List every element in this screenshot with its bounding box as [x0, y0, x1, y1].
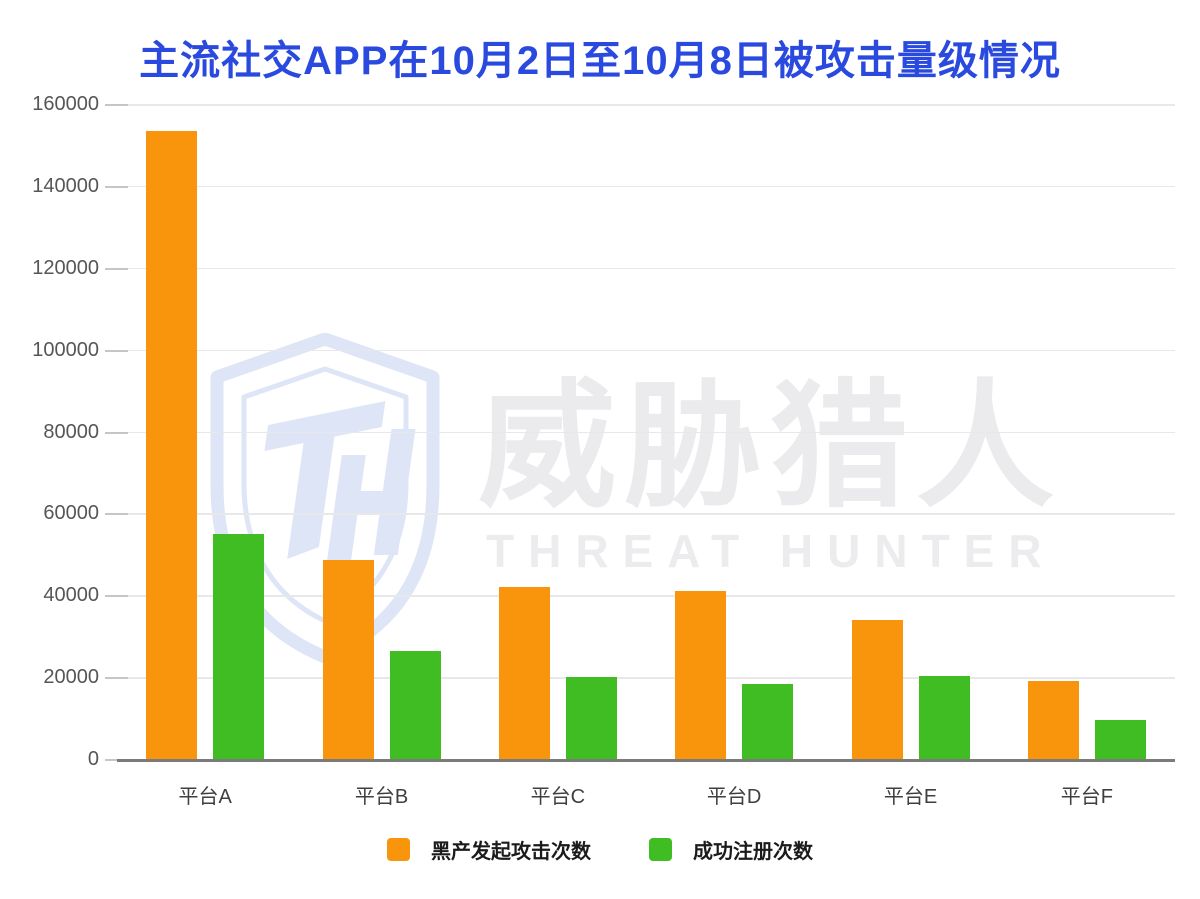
- y-tick-100000: [105, 349, 128, 352]
- bar-series2-cat6: [1094, 720, 1146, 759]
- x-axis-label-6: 平台F: [1060, 786, 1113, 808]
- x-axis-label-1: 平台A: [178, 786, 232, 808]
- y-axis-label-80000: 80000: [43, 420, 99, 443]
- legend-label-registration-count: 成功注册次数: [693, 841, 813, 863]
- gridline-160000: [117, 104, 1175, 106]
- chart-title: 主流社交APP在10月2日至10月8日被攻击量级情况: [139, 39, 1061, 83]
- gridline-120000: [117, 267, 1175, 270]
- bar-series2-cat1: [213, 533, 265, 759]
- bar-series1-cat3: [498, 587, 550, 759]
- x-axis-label-4: 平台D: [706, 786, 762, 808]
- gridline-60000: [117, 513, 1175, 515]
- x-axis-baseline: [117, 759, 1175, 762]
- bar-series2-cat2: [389, 650, 441, 759]
- bar-series1-cat5: [851, 619, 903, 759]
- y-axis-label-100000: 100000: [32, 338, 99, 361]
- y-axis-label-20000: 20000: [43, 666, 99, 689]
- y-tick-140000: [105, 185, 128, 188]
- bar-series1-cat1: [146, 130, 198, 759]
- y-tick-80000: [105, 431, 128, 434]
- bar-series2-cat5: [918, 676, 970, 759]
- y-tick-0: [105, 759, 128, 761]
- gridline-20000: [117, 677, 1175, 679]
- gridline-40000: [117, 595, 1175, 597]
- y-tick-120000: [105, 267, 128, 270]
- y-axis-label-60000: 60000: [43, 502, 99, 525]
- y-axis-label-40000: 40000: [43, 584, 99, 607]
- gridline-100000: [117, 349, 1175, 352]
- x-axis-label-5: 平台E: [883, 786, 938, 808]
- bar-series2-cat4: [742, 684, 794, 759]
- y-tick-40000: [105, 595, 128, 598]
- y-tick-60000: [105, 513, 128, 516]
- legend-swatch-registration-count: [649, 838, 672, 861]
- bar-series1-cat2: [322, 560, 374, 759]
- y-tick-20000: [105, 677, 128, 680]
- watermark-cn-text: 威胁猎人: [478, 370, 1063, 524]
- legend-swatch-attack-count: [387, 838, 410, 861]
- legend-item-attack-count: 黑产发起攻击次数: [387, 835, 591, 864]
- legend-label-attack-count: 黑产发起攻击次数: [431, 841, 591, 863]
- watermark-en-text: THREAT HUNTER: [486, 525, 1056, 577]
- x-axis-label-2: 平台B: [354, 786, 409, 808]
- gridline-140000: [117, 185, 1175, 188]
- bar-series2-cat3: [565, 677, 617, 759]
- legend: 黑产发起攻击次数 成功注册次数: [0, 835, 1200, 864]
- gridline-80000: [117, 431, 1175, 433]
- y-tick-160000: [105, 104, 128, 106]
- legend-item-registration-count: 成功注册次数: [649, 835, 813, 864]
- y-axis-label-120000: 120000: [32, 256, 99, 279]
- y-axis-label-140000: 140000: [32, 174, 99, 197]
- x-axis-label-3: 平台C: [530, 786, 586, 808]
- bar-series1-cat6: [1027, 681, 1079, 759]
- bar-series1-cat4: [675, 591, 727, 759]
- y-axis-label-160000: 160000: [32, 93, 99, 115]
- y-axis-label-0: 0: [87, 748, 99, 770]
